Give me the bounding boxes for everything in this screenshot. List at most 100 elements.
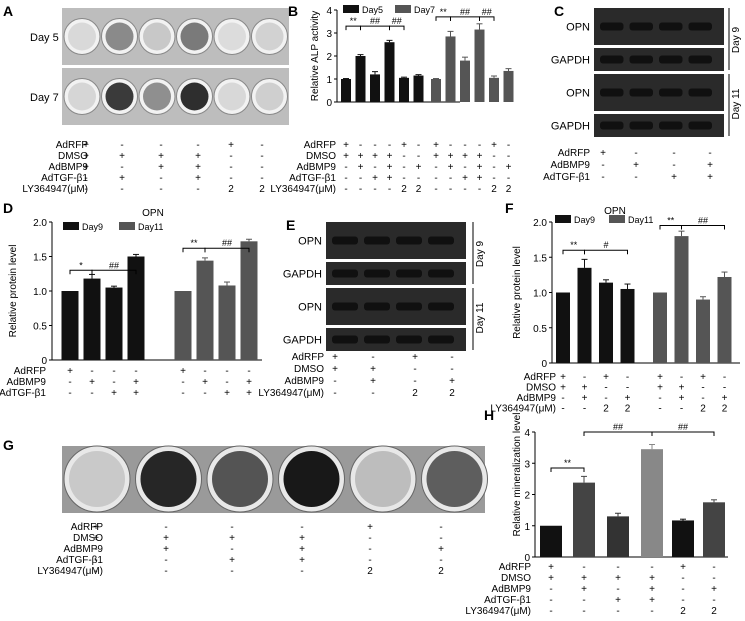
factor-mark: - [229, 162, 232, 173]
bar [703, 502, 725, 557]
bar [641, 449, 663, 557]
sig-label: ## [613, 422, 623, 432]
sig-bracket [360, 25, 390, 31]
factor-mark: - [225, 377, 228, 388]
sig-label: ** [570, 240, 578, 250]
day-label: Day 5 [30, 32, 59, 44]
factor-mark: + [581, 573, 587, 584]
factor-mark: - [164, 566, 167, 577]
factor-mark: - [507, 173, 510, 184]
sig-bracket [584, 249, 628, 255]
bar [413, 75, 424, 102]
factor-label: AdTGF-β1 [289, 173, 336, 184]
factor-mark: - [712, 595, 715, 606]
factor-mark: 2 [506, 184, 512, 195]
factor-mark: 2 [228, 184, 234, 195]
factor-label: AdBMP9 [517, 393, 557, 404]
factor-label: LY364947(μM) [258, 388, 324, 399]
factor-mark: + [202, 377, 208, 388]
factor-mark: + [246, 388, 252, 399]
bar [399, 77, 409, 102]
y-tick-label: 3 [524, 459, 530, 470]
day-label: Day 11 [731, 88, 742, 119]
factor-mark: - [463, 184, 466, 195]
factor-mark: - [492, 173, 495, 184]
factor-mark: + [657, 383, 663, 394]
factor-mark: + [700, 372, 706, 383]
day-label: Day 9 [475, 241, 486, 268]
factor-mark: - [333, 376, 336, 387]
factor-mark: + [548, 562, 554, 573]
y-tick-label: 0 [541, 359, 547, 370]
well-stain [105, 82, 134, 111]
factor-mark: + [582, 393, 588, 404]
factor-mark: - [658, 404, 661, 415]
factor-label: DMSO [526, 383, 556, 394]
well-stain [283, 451, 340, 507]
factor-label: AdBMP9 [297, 162, 337, 173]
factor-label: DMSO [306, 151, 336, 162]
factor-mark: + [228, 140, 234, 151]
factor-label: AdTGF-β1 [0, 388, 46, 399]
factor-mark: - [368, 555, 371, 566]
factor-mark: - [478, 184, 481, 195]
sig-bracket [182, 247, 206, 253]
factor-mark: 2 [491, 184, 497, 195]
factor-mark: + [671, 172, 677, 183]
blot-band [428, 335, 454, 344]
factor-mark: + [358, 151, 364, 162]
factor-label: AdBMP9 [7, 377, 47, 388]
factor-label: LY364947(μM) [270, 184, 336, 195]
factor-mark: - [196, 140, 199, 151]
factor-label: AdTGF-β1 [543, 172, 590, 183]
factor-mark: - [225, 366, 228, 377]
factor-mark: - [634, 148, 637, 159]
factor-mark: - [449, 184, 452, 195]
factor-mark: + [370, 376, 376, 387]
factor-mark: - [463, 162, 466, 173]
well-stain [180, 82, 209, 111]
factor-mark: - [260, 173, 263, 184]
blot-band [332, 302, 358, 311]
factor-mark: + [412, 352, 418, 363]
factor-mark: - [371, 388, 374, 399]
panel-letter: B [288, 3, 298, 19]
factor-label: AdRFP [524, 372, 557, 383]
factor-mark: - [463, 140, 466, 151]
factor-mark: - [359, 184, 362, 195]
factor-mark: - [604, 383, 607, 394]
factor-mark: 2 [711, 606, 717, 617]
factor-mark: - [701, 393, 704, 404]
factor-mark: 2 [680, 606, 686, 617]
factor-mark: + [462, 173, 468, 184]
blot-band [629, 88, 653, 97]
factor-mark: + [387, 173, 393, 184]
sig-bracket [69, 269, 93, 275]
sig-bracket [659, 225, 682, 230]
panel-letter: F [505, 200, 514, 216]
factor-mark: - [601, 172, 604, 183]
factor-mark: - [492, 151, 495, 162]
factor-mark: - [333, 388, 336, 399]
sig-bracket [389, 25, 405, 31]
factor-label: AdRFP [558, 148, 591, 159]
factor-mark: - [229, 151, 232, 162]
factor-mark: - [561, 404, 564, 415]
y-tick-label: 2.0 [33, 218, 47, 229]
factor-label: DMSO [58, 151, 88, 162]
factor-mark: + [401, 140, 407, 151]
y-tick-label: 1.5 [533, 253, 547, 264]
factor-mark: + [625, 393, 631, 404]
factor-mark: - [373, 162, 376, 173]
day-label: Day 9 [731, 27, 742, 54]
sig-bracket [681, 225, 725, 230]
factor-mark: + [722, 393, 728, 404]
factor-mark: - [658, 393, 661, 404]
factor-mark: 2 [401, 184, 407, 195]
y-tick-label: 1.0 [533, 289, 547, 300]
factor-mark: 2 [449, 388, 455, 399]
panel-letter: H [484, 407, 494, 423]
factor-mark: - [712, 562, 715, 573]
